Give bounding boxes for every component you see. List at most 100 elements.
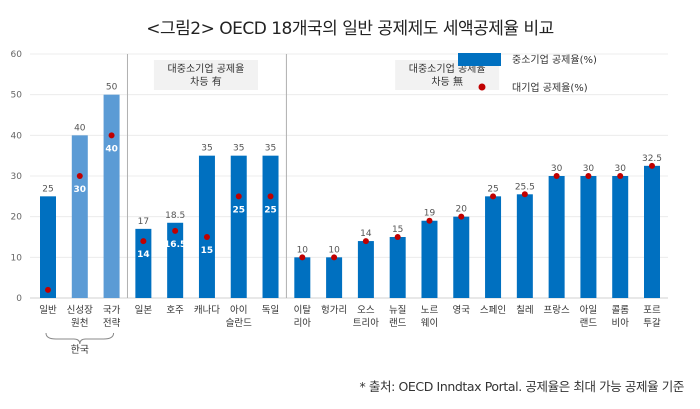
- dots: [45, 132, 655, 293]
- category-label: 스페인: [480, 305, 506, 316]
- category-label: 오스: [357, 305, 375, 316]
- bar-value-label: 50: [106, 83, 118, 93]
- bar-value-label: 35: [233, 144, 244, 154]
- bar: [135, 228, 152, 298]
- bar: [612, 176, 629, 298]
- category-label: 일반: [39, 305, 57, 316]
- bar-value-label: 30: [614, 164, 626, 174]
- value-labels: 25 2 40 30 50 40 17 14 18.5 16.5 35 15 35 25 35 25 10 10 1…: [42, 83, 662, 309]
- dot: [617, 173, 624, 179]
- category-label: 원천: [71, 318, 88, 329]
- bar: [294, 257, 311, 298]
- legend-dot-label: 대기업 공제율(%): [512, 81, 588, 94]
- footnote: * 출처: OECD Inndtax Portal. 공제율은 최대 가능 공제…: [359, 379, 684, 394]
- bar-value-label: 30: [551, 164, 563, 174]
- category-label: 포르: [643, 305, 661, 316]
- y-axis-ticks: 0 10 20 30 40 50 60: [11, 50, 23, 304]
- bar: [548, 176, 565, 298]
- bar: [262, 155, 279, 298]
- group-label-box: [153, 60, 258, 90]
- category-label: 콜롬: [611, 305, 629, 316]
- dot: [649, 162, 655, 169]
- category-label: 칠레: [516, 305, 533, 316]
- dot: [172, 227, 179, 234]
- category-label: 랜드: [580, 318, 598, 329]
- korea-brace: 한국: [45, 332, 115, 356]
- dot-value-label: 15: [201, 246, 214, 256]
- group-label-text: 대중소기업 공제율: [168, 62, 245, 75]
- bar-value-label: 25: [42, 184, 53, 194]
- bar: [326, 257, 343, 298]
- bar-value-label: 14: [360, 229, 372, 239]
- dot-value-label: 14: [137, 250, 150, 260]
- category-label: 독일: [262, 305, 279, 316]
- y-tick-label: 30: [11, 172, 23, 182]
- dot: [458, 213, 465, 220]
- category-label: 프랑스: [544, 304, 570, 316]
- bar: [71, 135, 88, 298]
- dot: [267, 193, 274, 200]
- dot: [108, 132, 115, 139]
- category-label: 노르: [421, 305, 439, 316]
- dot-value-label: 40: [105, 144, 118, 154]
- bar: [103, 94, 120, 299]
- bar: [40, 196, 56, 298]
- dot: [490, 193, 497, 200]
- y-tick-label: 0: [16, 294, 22, 304]
- bar: [453, 216, 470, 298]
- dot: [394, 234, 401, 240]
- bar: [580, 176, 597, 298]
- bar-value-label: 40: [74, 123, 86, 133]
- dot-value-label: 25: [232, 205, 245, 215]
- category-label: 신성장: [67, 305, 93, 316]
- category-label: 캐나다: [194, 305, 220, 316]
- category-label: 헝가리: [321, 305, 347, 316]
- bar-value-label: 10: [328, 245, 340, 255]
- category-label: 아일: [580, 305, 597, 316]
- group-label-text: 차등 有: [190, 75, 222, 88]
- bar: [389, 237, 406, 298]
- bar-value-label: 35: [201, 144, 212, 154]
- dot: [140, 238, 147, 245]
- dot: [299, 254, 306, 261]
- bar-value-label: 19: [424, 209, 436, 219]
- bar: [516, 194, 533, 298]
- bar-value-label: 25.5: [515, 182, 535, 192]
- bar-value-label: 25: [487, 184, 498, 194]
- category-label: 트리아: [353, 318, 379, 329]
- bar: [230, 155, 247, 298]
- category-label: 뉴질: [389, 304, 406, 316]
- category-label: 리아: [294, 318, 312, 329]
- dot: [362, 238, 369, 245]
- bar: [644, 165, 660, 298]
- category-label: 비아: [611, 318, 629, 329]
- category-label: 투갈: [643, 317, 661, 329]
- category-label: 전략: [103, 317, 121, 329]
- legend-bar-swatch: [458, 53, 501, 66]
- legend: 중소기업 공제율(%) 대기업 공제율(%): [458, 53, 597, 94]
- category-label: 웨이: [421, 317, 438, 329]
- bar: [485, 196, 502, 298]
- dot-value-label: 30: [74, 185, 87, 195]
- category-label: 국가: [103, 305, 121, 316]
- category-label: 랜드: [389, 318, 407, 329]
- dot: [76, 173, 83, 179]
- y-tick-label: 20: [11, 213, 23, 223]
- y-tick-label: 40: [11, 131, 23, 141]
- bar-value-label: 32.5: [642, 154, 662, 164]
- dot: [203, 234, 210, 240]
- bars: [40, 94, 660, 299]
- category-label: 이탈: [294, 304, 312, 316]
- category-label: 아이: [230, 305, 247, 316]
- bar: [198, 155, 215, 298]
- legend-dot-swatch: [478, 83, 486, 91]
- dot: [553, 173, 560, 179]
- bar-value-label: 18.5: [165, 211, 185, 221]
- bar-value-label: 17: [138, 217, 149, 227]
- category-label: 호주: [166, 305, 184, 316]
- bar-value-label: 15: [392, 225, 403, 235]
- korea-group-label: 한국: [71, 344, 89, 356]
